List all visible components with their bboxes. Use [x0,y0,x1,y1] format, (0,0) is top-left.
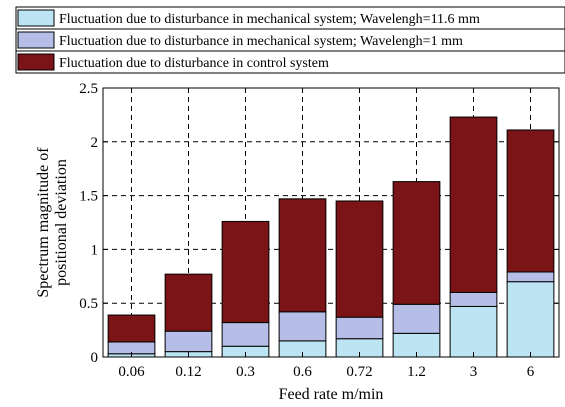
y-tick-label: 0 [91,350,99,366]
bar-segment-0.72-series-3 [335,200,384,318]
x-tick-label: 0.06 [118,364,145,380]
bar-segment-6-series-3 [506,129,555,273]
bar-segment-0.3-series-2 [221,322,270,347]
x-tick-label: 0.6 [293,364,312,380]
x-tick-label: 0.72 [346,364,372,380]
bar-segment-1.2-series-3 [392,181,441,305]
y-axis-label-line-2: positional deviation [53,159,70,286]
y-tick-label: 2.5 [79,81,98,97]
bar-segment-3-series-2 [449,291,498,307]
bar-segment-0.12-series-2 [164,330,213,353]
legend-box [15,6,565,74]
bar-segment-0.12-series-3 [164,273,213,332]
y-tick-label: 2 [91,135,99,151]
bar-segment-0.72-series-2 [335,316,384,340]
y-axis: 0 0.5 1 1.5 2 2.5 [79,81,559,366]
bar-segment-3-series-1 [449,305,498,358]
legend-label-2: Fluctuation due to disturbance in mechan… [59,34,463,49]
bar-segment-0.06-series-2 [107,341,156,355]
bar-segment-0.6-series-2 [278,311,327,342]
bar-segment-3-series-3 [449,116,498,293]
x-tick-label: 0.12 [175,364,201,380]
x-axis: 0.06 0.12 0.3 0.6 0.72 1.2 3 6 [118,352,535,380]
bars [107,116,555,358]
legend-label-3: Fluctuation due to disturbance in contro… [59,56,329,71]
bar-segment-0.06-series-3 [107,314,156,343]
legend-swatch-1 [17,9,55,27]
legend: Fluctuation due to disturbance in mechan… [15,6,565,74]
y-tick-label: 1 [91,242,99,258]
bar-segment-0.3-series-3 [221,220,270,324]
y-tick-label: 0.5 [79,296,98,312]
x-tick-label: 3 [470,364,478,380]
bar-segment-1.2-series-2 [392,303,441,334]
legend-label-1: Fluctuation due to disturbance in mechan… [59,12,480,27]
x-tick-label: 6 [527,364,535,380]
y-tick-label: 1.5 [79,189,98,205]
plot-frame [102,87,560,358]
x-axis-label: Feed rate m/min [279,386,384,403]
bar-segment-6-series-2 [506,271,555,283]
y-axis-label-line-1: Spectrum magnitude of [35,147,52,298]
legend-swatch-3 [17,53,55,71]
x-tick-label: 0.3 [236,364,255,380]
bar-segment-6-series-1 [506,281,555,358]
x-tick-label: 1.2 [407,364,426,380]
legend-swatch-2 [17,31,55,49]
bar-segment-0.6-series-3 [278,198,327,313]
